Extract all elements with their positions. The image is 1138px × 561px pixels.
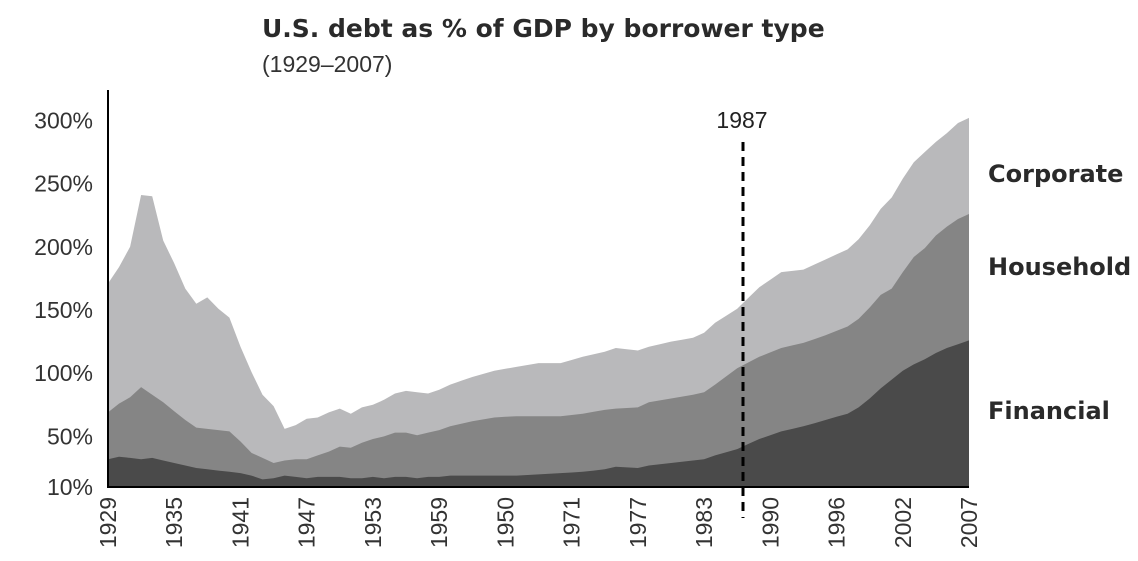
x-tick-label: 1990 [757,497,783,548]
y-tick-label: 200% [34,234,93,260]
x-tick-label: 1996 [824,497,850,548]
y-tick-label: 150% [34,297,93,323]
y-tick-label: 100% [34,360,93,386]
y-axis-ticks: 300% 250% 200% 150% 100% 50% 10% [34,107,93,500]
annotation-1987-label: 1987 [716,107,767,133]
y-tick-label: 10% [47,474,93,500]
chart-title: U.S. debt as % of GDP by borrower type [262,14,825,43]
x-tick-label: 1953 [360,497,386,548]
series-label-corporate: Corporate [988,160,1123,188]
y-tick-label: 50% [47,423,93,449]
series-label-household: Household [988,253,1131,281]
chart-subtitle: (1929–2007) [262,51,392,77]
x-tick-label: 1941 [228,497,254,548]
area-financial [108,340,969,487]
x-tick-label: 1971 [559,497,585,548]
x-tick-label: 2007 [956,497,982,548]
x-tick-label: 1977 [625,497,651,548]
x-tick-label: 1950 [492,497,518,548]
x-tick-label: 1983 [691,497,717,548]
area-layers [108,117,969,488]
x-tick-label: 1947 [294,497,320,548]
x-tick-label: 1929 [95,497,121,548]
y-tick-label: 250% [34,171,93,197]
series-label-financial: Financial [988,397,1110,425]
x-axis-ticks: 1929 1935 1941 1947 1953 1959 1950 1971 1977 1983… [95,497,982,548]
x-tick-label: 1959 [426,497,452,548]
area-household [108,214,969,487]
y-tick-label: 300% [34,107,93,133]
x-tick-label: 1935 [161,497,187,548]
x-tick-label: 2002 [890,497,916,548]
